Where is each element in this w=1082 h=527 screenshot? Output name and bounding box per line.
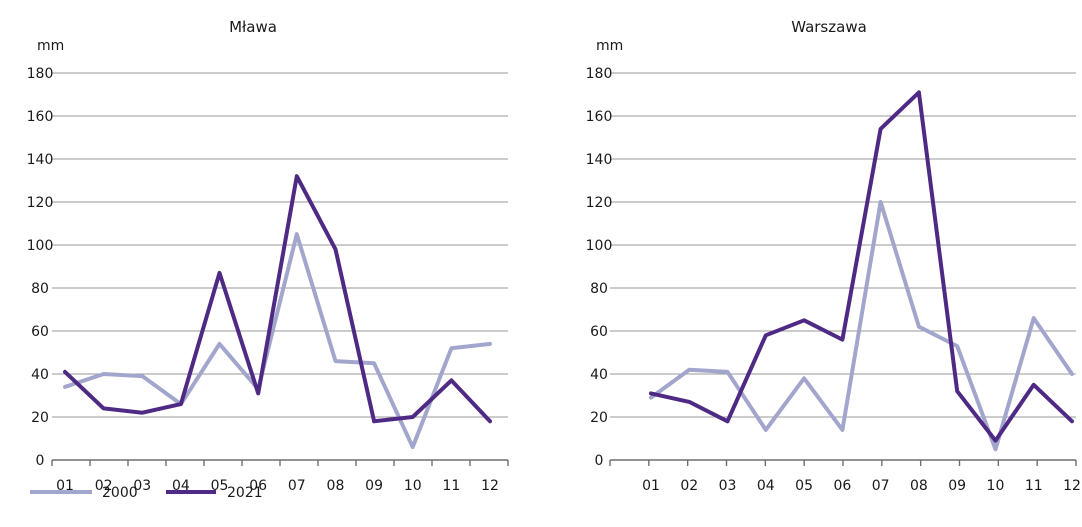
x-tick-label: 02 xyxy=(95,478,113,494)
x-tick-label: 02 xyxy=(680,478,698,494)
chart-title-warszawa: Warszawa xyxy=(791,18,867,36)
x-tick-label: 07 xyxy=(288,478,306,494)
y-unit-label-mlawa: mm xyxy=(37,38,64,54)
x-tick-label: 06 xyxy=(249,478,267,494)
x-tick-label: 11 xyxy=(442,478,460,494)
x-tick-label: 10 xyxy=(404,478,422,494)
chart-title-mlawa: Mława xyxy=(229,18,277,36)
legend-label-2000: 2000 xyxy=(102,485,138,501)
series-line-2000-warszawa xyxy=(649,200,1074,452)
x-tick-label: 12 xyxy=(1063,478,1081,494)
x-tick-label: 09 xyxy=(948,478,966,494)
y-tick-label: 160 xyxy=(586,109,613,125)
y-tick-label: 100 xyxy=(586,238,613,254)
y-tick-label: 40 xyxy=(31,367,49,383)
x-tick-label: 03 xyxy=(133,478,151,494)
y-tick-label: 120 xyxy=(586,195,613,211)
series-line-2021-mlawa xyxy=(63,174,492,424)
y-tick-label: 180 xyxy=(27,66,54,82)
y-tick-label: 120 xyxy=(27,195,54,211)
y-tick-label: 140 xyxy=(586,152,613,168)
chart-warszawa: Warszawa mm 0 20 40 60 80 100 120 140 160 180 01 02 03… xyxy=(586,18,1081,494)
y-tick-label: 0 xyxy=(36,453,45,469)
y-tick-label: 100 xyxy=(27,238,54,254)
x-tick-label: 11 xyxy=(1025,478,1043,494)
x-tick-label: 01 xyxy=(642,478,660,494)
y-tick-label: 160 xyxy=(27,109,54,125)
x-tick-label: 09 xyxy=(365,478,383,494)
x-tick-label: 12 xyxy=(481,478,499,494)
legend: 2000 2021 xyxy=(30,485,263,501)
x-tick-label: 07 xyxy=(872,478,890,494)
y-tick-label: 80 xyxy=(590,281,608,297)
y-tick-label: 60 xyxy=(590,324,608,340)
x-tick-label: 03 xyxy=(719,478,737,494)
x-tick-label: 08 xyxy=(327,478,345,494)
x-tick-label: 08 xyxy=(910,478,928,494)
y-tick-label: 60 xyxy=(31,324,49,340)
y-tick-label: 20 xyxy=(31,410,49,426)
series-line-2021-warszawa xyxy=(649,90,1074,443)
y-tick-label: 140 xyxy=(27,152,54,168)
y-tick-label: 180 xyxy=(586,66,613,82)
y-tick-label: 80 xyxy=(31,281,49,297)
series-line-2000-mlawa xyxy=(63,232,492,450)
y-unit-label-warszawa: mm xyxy=(596,38,623,54)
x-tick-label: 05 xyxy=(795,478,813,494)
x-tick-label: 06 xyxy=(833,478,851,494)
y-tick-label: 40 xyxy=(590,367,608,383)
y-tick-label: 20 xyxy=(590,410,608,426)
x-tick-label: 10 xyxy=(987,478,1005,494)
legend-label-2021: 2021 xyxy=(227,485,263,501)
y-tick-label: 0 xyxy=(595,453,604,469)
x-tick-label: 04 xyxy=(757,478,775,494)
